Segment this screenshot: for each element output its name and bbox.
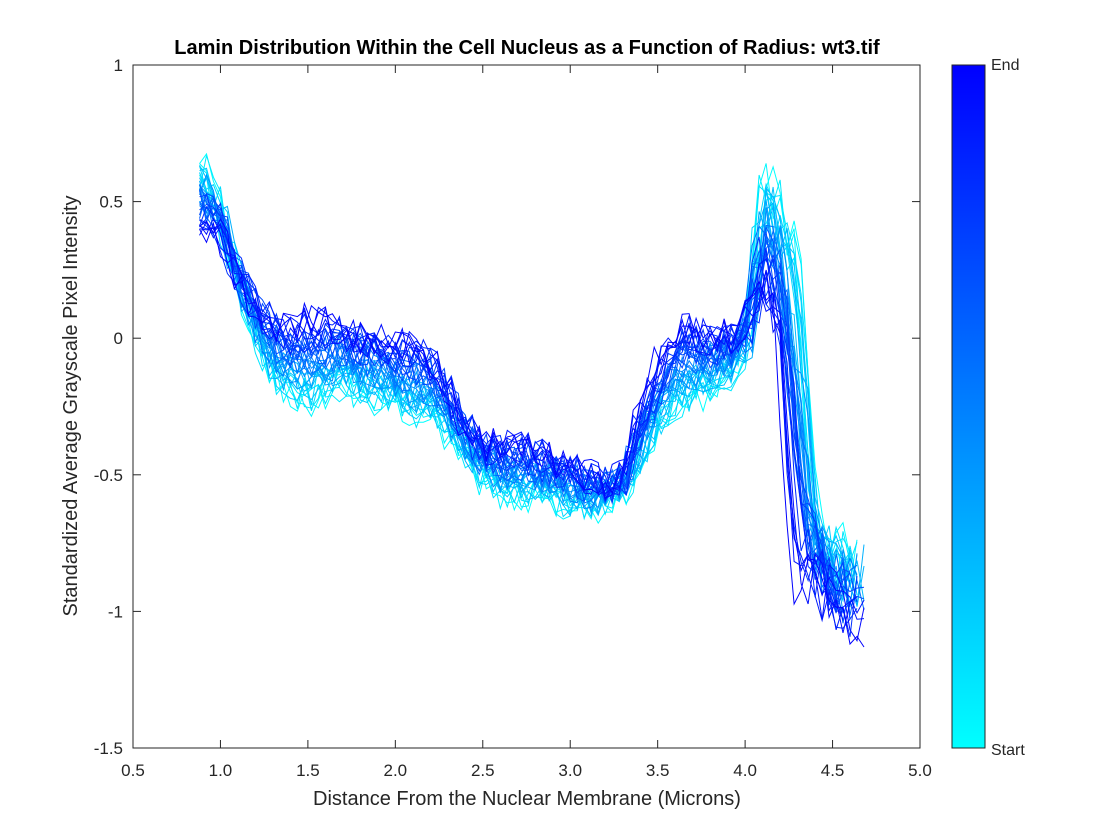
series-line — [199, 184, 851, 620]
x-tick-label: 4.0 — [733, 761, 757, 780]
series-line — [199, 217, 858, 634]
y-axis-label: Standardized Average Grayscale Pixel Int… — [60, 196, 82, 617]
colorbar-end-label: End — [991, 57, 1019, 74]
series-group — [199, 152, 865, 648]
colorbar-start-label: Start — [991, 742, 1025, 759]
y-tick-label: 1 — [114, 56, 123, 75]
y-tick-label: 0 — [114, 329, 123, 348]
series-line — [199, 221, 865, 648]
x-axis-label: Distance From the Nuclear Membrane (Micr… — [313, 788, 741, 810]
chart-title: Lamin Distribution Within the Cell Nucle… — [174, 37, 880, 59]
x-tick-label: 2.5 — [471, 761, 495, 780]
x-tick-label: 5.0 — [908, 761, 932, 780]
x-tick-label: 2.0 — [384, 761, 408, 780]
series-line — [199, 194, 858, 603]
series-line — [199, 219, 844, 621]
y-tick-label: 0.5 — [99, 193, 123, 212]
x-tick-label: 1.0 — [209, 761, 233, 780]
series-line — [199, 177, 865, 601]
series-line — [199, 202, 844, 611]
y-ticks: 1 0.5 0 -0.5 -1 -1.5 — [94, 56, 920, 758]
colorbar — [951, 64, 986, 749]
axes-box — [132, 64, 921, 749]
x-tick-label: 1.5 — [296, 761, 320, 780]
x-tick-label: 3.0 — [558, 761, 582, 780]
x-tick-label: 0.5 — [121, 761, 145, 780]
y-tick-label: -1.5 — [94, 739, 123, 758]
series-line — [199, 165, 858, 594]
y-tick-label: -1 — [108, 602, 123, 621]
series-line — [199, 188, 858, 608]
y-tick-label: -0.5 — [94, 466, 123, 485]
series-line — [199, 166, 851, 577]
x-ticks: 0.5 1.0 1.5 2.0 2.5 3.0 3.5 4.0 4.5 5.0 — [121, 65, 932, 780]
x-tick-label: 3.5 — [646, 761, 670, 780]
x-tick-label: 4.5 — [821, 761, 845, 780]
series-line — [199, 220, 865, 620]
